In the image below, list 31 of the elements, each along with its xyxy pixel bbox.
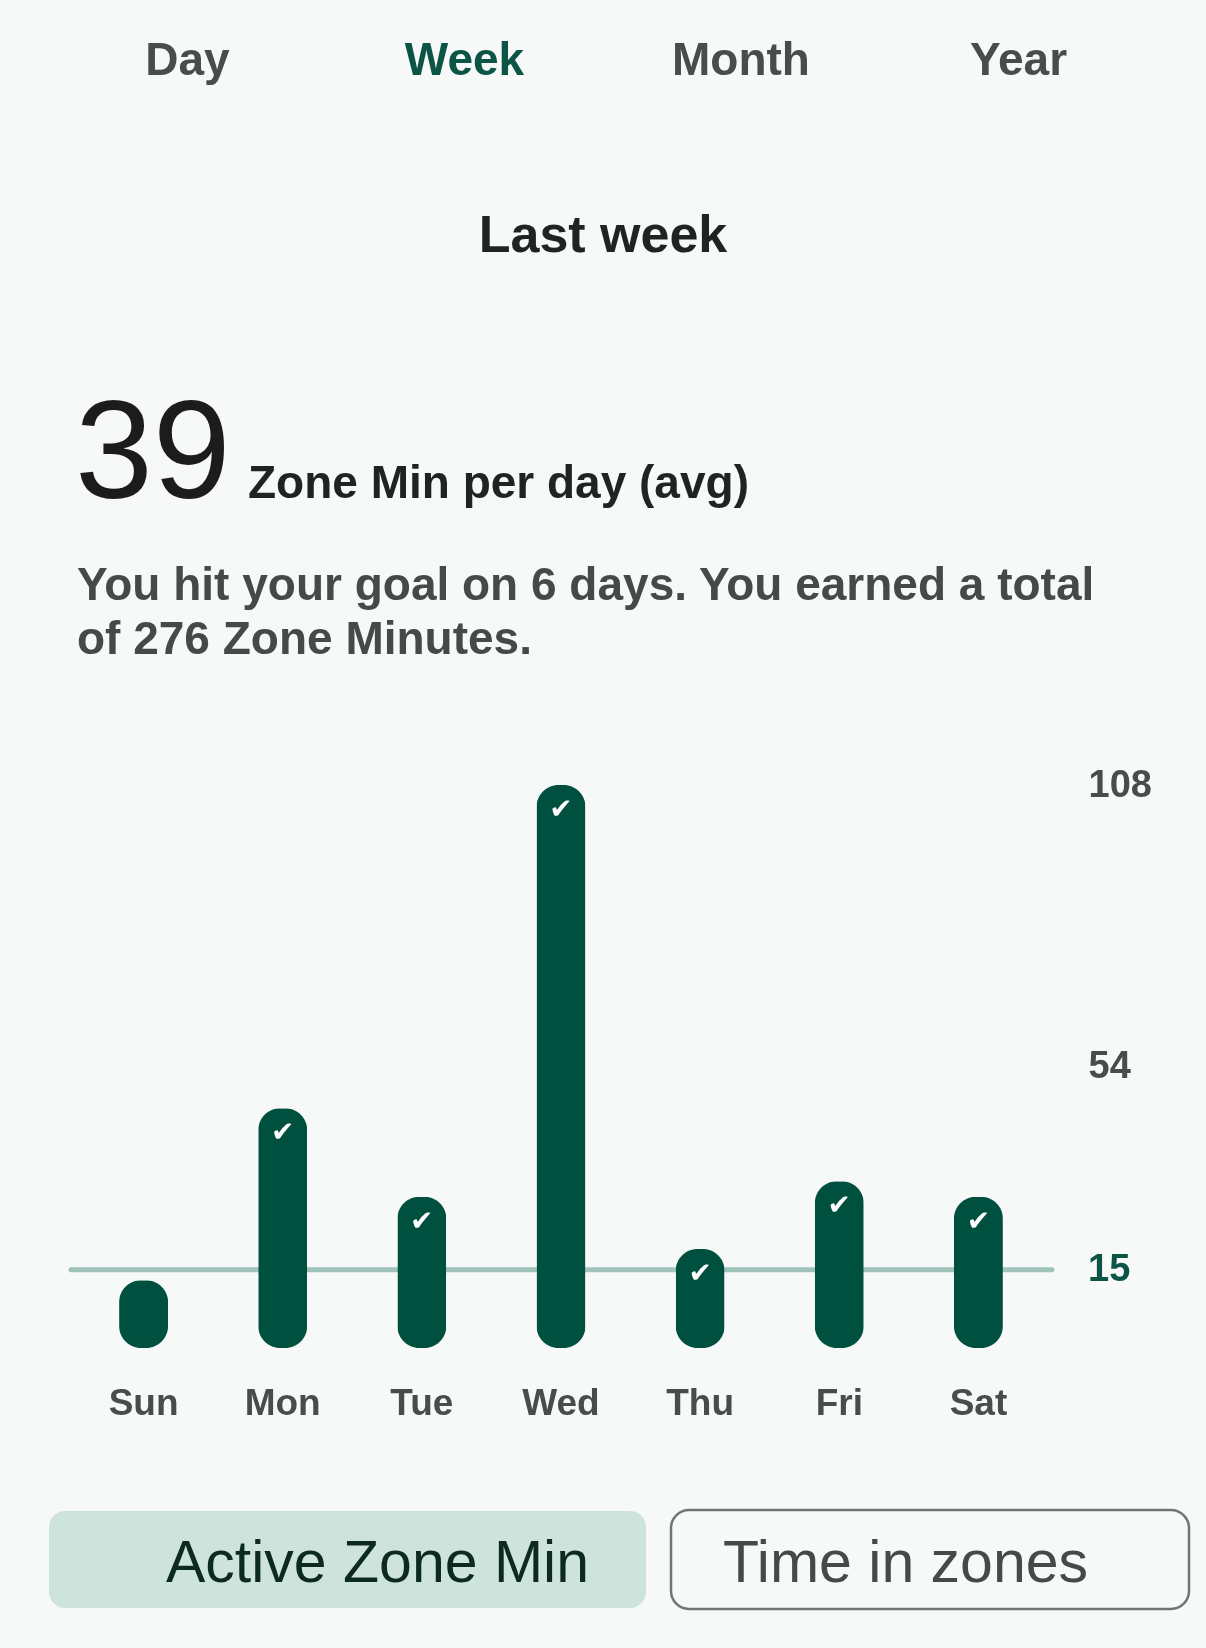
text: Time in zones	[723, 1529, 1089, 1595]
x-tick-label: Thu	[666, 1381, 735, 1423]
chart-title: Last week	[478, 205, 728, 263]
text: You hit your goal on 6 days. You earned a total of 276 Zone Minutes.	[77, 558, 1095, 664]
annotation: ✔	[966, 1203, 991, 1237]
x-tick-label: Mon	[244, 1381, 321, 1423]
text: Month	[672, 33, 810, 85]
x-tick-label: Sun	[108, 1381, 179, 1423]
bar	[536, 785, 586, 1348]
bar	[397, 1196, 447, 1348]
text: Active Zone Min	[166, 1529, 589, 1595]
text: Zone Min per day (avg)	[248, 456, 749, 508]
text: 39	[75, 371, 231, 528]
text: Day	[145, 33, 231, 85]
y-tick-label: 108	[1088, 762, 1152, 805]
annotation: ✔	[270, 1115, 295, 1149]
x-tick-label: Wed	[522, 1381, 600, 1423]
text: Week	[404, 33, 525, 85]
bar	[814, 1181, 864, 1348]
ref-line-label: 15	[1088, 1246, 1131, 1289]
text: Year	[969, 33, 1068, 85]
x-tick-label: Sat	[949, 1381, 1008, 1423]
annotation: ✔	[827, 1188, 852, 1222]
bar	[258, 1108, 308, 1348]
x-tick-label: Fri	[815, 1381, 863, 1423]
x-tick-label: Tue	[390, 1381, 454, 1423]
bar	[953, 1196, 1003, 1348]
annotation: ✔	[410, 1203, 434, 1237]
y-tick-label: 54	[1088, 1044, 1131, 1086]
annotation: ✔	[549, 792, 573, 825]
annotation: ✔	[688, 1255, 712, 1289]
